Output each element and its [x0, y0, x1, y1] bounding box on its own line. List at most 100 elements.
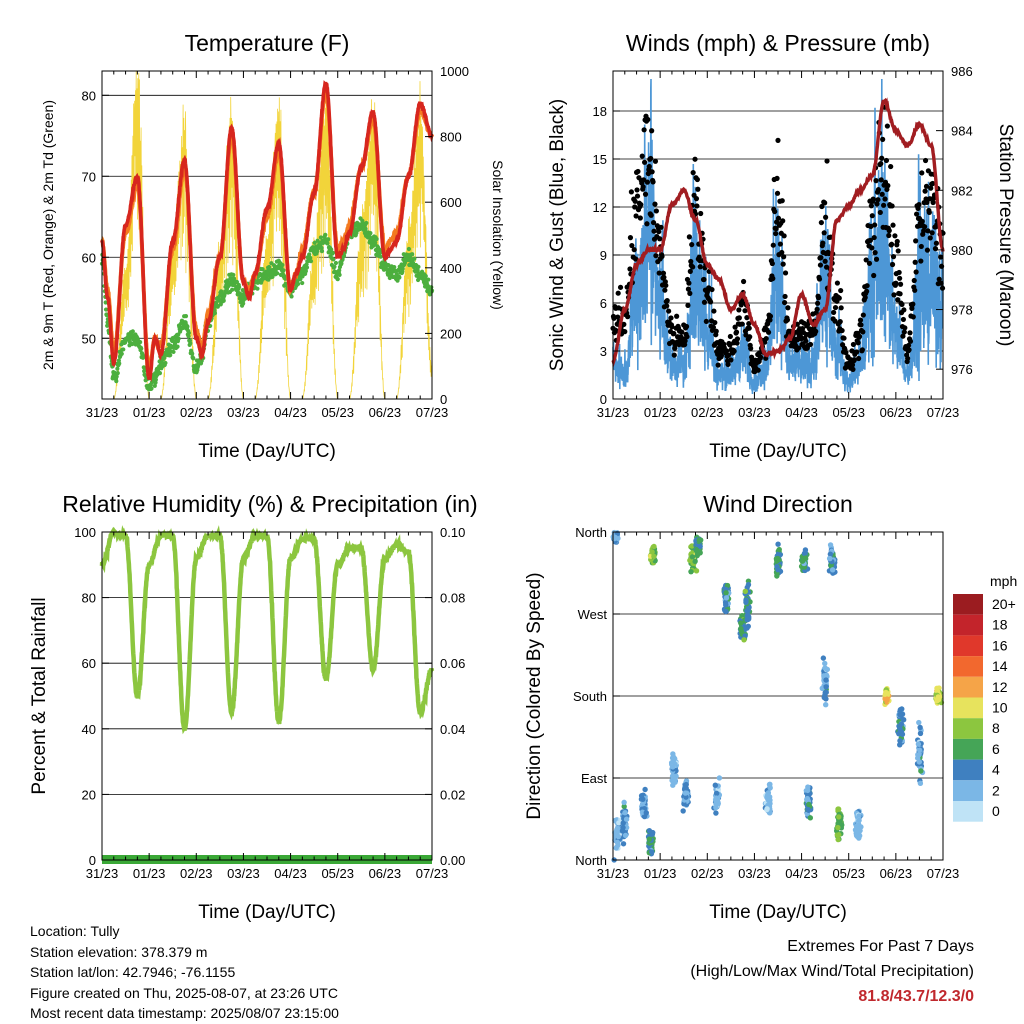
gust-point	[867, 237, 874, 243]
legend-swatch	[953, 780, 983, 801]
gust-point	[688, 258, 694, 265]
y-tick-label: 40	[82, 722, 96, 737]
chart-panel-3: 0 20 40 60 80 100 0.00 0.02 0.04 0.06 0.08 0.10 31/2…	[29, 491, 478, 923]
dewpoint-point	[364, 220, 369, 226]
gust-point	[849, 362, 856, 368]
direction-point	[713, 790, 720, 797]
gust-point	[763, 335, 769, 342]
gust-point	[652, 201, 658, 207]
dewpoint-point	[374, 236, 379, 242]
direction-point	[827, 551, 834, 557]
gust-point	[634, 187, 640, 193]
dewpoint-point	[296, 281, 301, 287]
gust-point	[765, 329, 772, 335]
direction-point	[622, 832, 629, 839]
gust-point	[839, 327, 845, 334]
gust-point	[868, 203, 874, 209]
gust-point	[634, 193, 641, 199]
dewpoint-point	[308, 255, 313, 260]
legend-swatch	[953, 614, 983, 636]
dewpoint-point	[231, 272, 236, 278]
dewpoint-point	[363, 226, 368, 231]
direction-point	[742, 588, 749, 595]
x-tick-label: 01/23	[644, 405, 677, 420]
direction-point	[738, 626, 744, 632]
gust-point	[621, 321, 627, 327]
gust-point	[910, 301, 916, 307]
gust-point	[890, 254, 897, 260]
direction-point	[775, 566, 781, 573]
gust-point	[671, 352, 677, 358]
gust-point	[919, 218, 925, 224]
gust-point	[652, 158, 659, 164]
gust-point	[747, 334, 753, 340]
pressure-line	[611, 97, 945, 368]
gust-point	[732, 324, 738, 330]
gust-point	[709, 286, 715, 293]
gust-point	[694, 203, 700, 209]
y2-tick-label: 980	[951, 243, 973, 258]
direction-point	[835, 836, 841, 843]
direction-point	[738, 620, 744, 626]
gust-point	[850, 366, 856, 372]
gust-point	[707, 299, 714, 305]
dewpoint-point	[337, 268, 342, 273]
y-axis-title: Direction (Colored By Speed)	[524, 572, 545, 819]
gust-point	[690, 170, 696, 176]
gust-point	[648, 155, 654, 162]
direction-point	[799, 558, 806, 564]
direction-point	[917, 780, 924, 787]
gust-point	[648, 212, 654, 218]
gust-point	[784, 317, 791, 323]
chart-title: Winds (mph) & Pressure (mb)	[626, 30, 930, 56]
direction-point	[616, 820, 622, 826]
y-tick-label: 9	[600, 248, 607, 263]
gust-point	[857, 317, 864, 323]
gust-point	[666, 308, 672, 314]
gust-point	[639, 153, 645, 159]
gust-point	[864, 283, 870, 289]
direction-point	[836, 814, 842, 820]
legend-label: 0	[992, 803, 1000, 819]
gust-point	[653, 208, 659, 214]
x-axis-title: Time (Day/UTC)	[709, 902, 847, 923]
gust-point	[894, 238, 900, 245]
gust-point	[895, 297, 901, 303]
dewpoint-point	[114, 379, 119, 384]
y-tick-label: 20	[82, 787, 96, 802]
gust-point	[870, 196, 876, 202]
gust-point	[713, 328, 719, 334]
gust-point	[850, 341, 857, 348]
gust-point	[932, 246, 939, 252]
gust-point	[834, 280, 841, 286]
gust-point	[817, 262, 824, 268]
gust-point	[715, 362, 721, 368]
x-tick-label: 03/23	[227, 405, 260, 420]
x-tick-label: 31/23	[597, 405, 630, 420]
gust-point	[900, 333, 906, 339]
y2-tick-label: 0.00	[440, 853, 465, 868]
x-tick-label: 03/23	[227, 866, 260, 881]
gust-point	[860, 312, 866, 318]
direction-point	[615, 842, 621, 848]
y-tick-label: 60	[82, 656, 96, 671]
x-tick-label: 05/23	[832, 405, 865, 420]
gust-point	[929, 230, 935, 236]
direction-point	[821, 673, 827, 679]
gust-point	[662, 287, 668, 293]
direction-point	[823, 684, 829, 690]
direction-point	[622, 809, 628, 816]
gust-point	[731, 348, 737, 354]
legend-swatch	[953, 594, 983, 615]
gust-point	[869, 213, 875, 219]
dewpoint-point	[307, 252, 312, 257]
gust-point	[886, 232, 892, 239]
direction-point	[670, 764, 676, 770]
y-tick-label: 3	[600, 344, 607, 359]
gust-point	[837, 319, 843, 325]
speed-legend: mph 20+ 18 16 14 12 10 8 6 4 2 0	[953, 573, 1017, 822]
x-tick-label: 31/23	[86, 405, 119, 420]
gust-point	[907, 330, 913, 336]
gust-point	[695, 186, 701, 192]
